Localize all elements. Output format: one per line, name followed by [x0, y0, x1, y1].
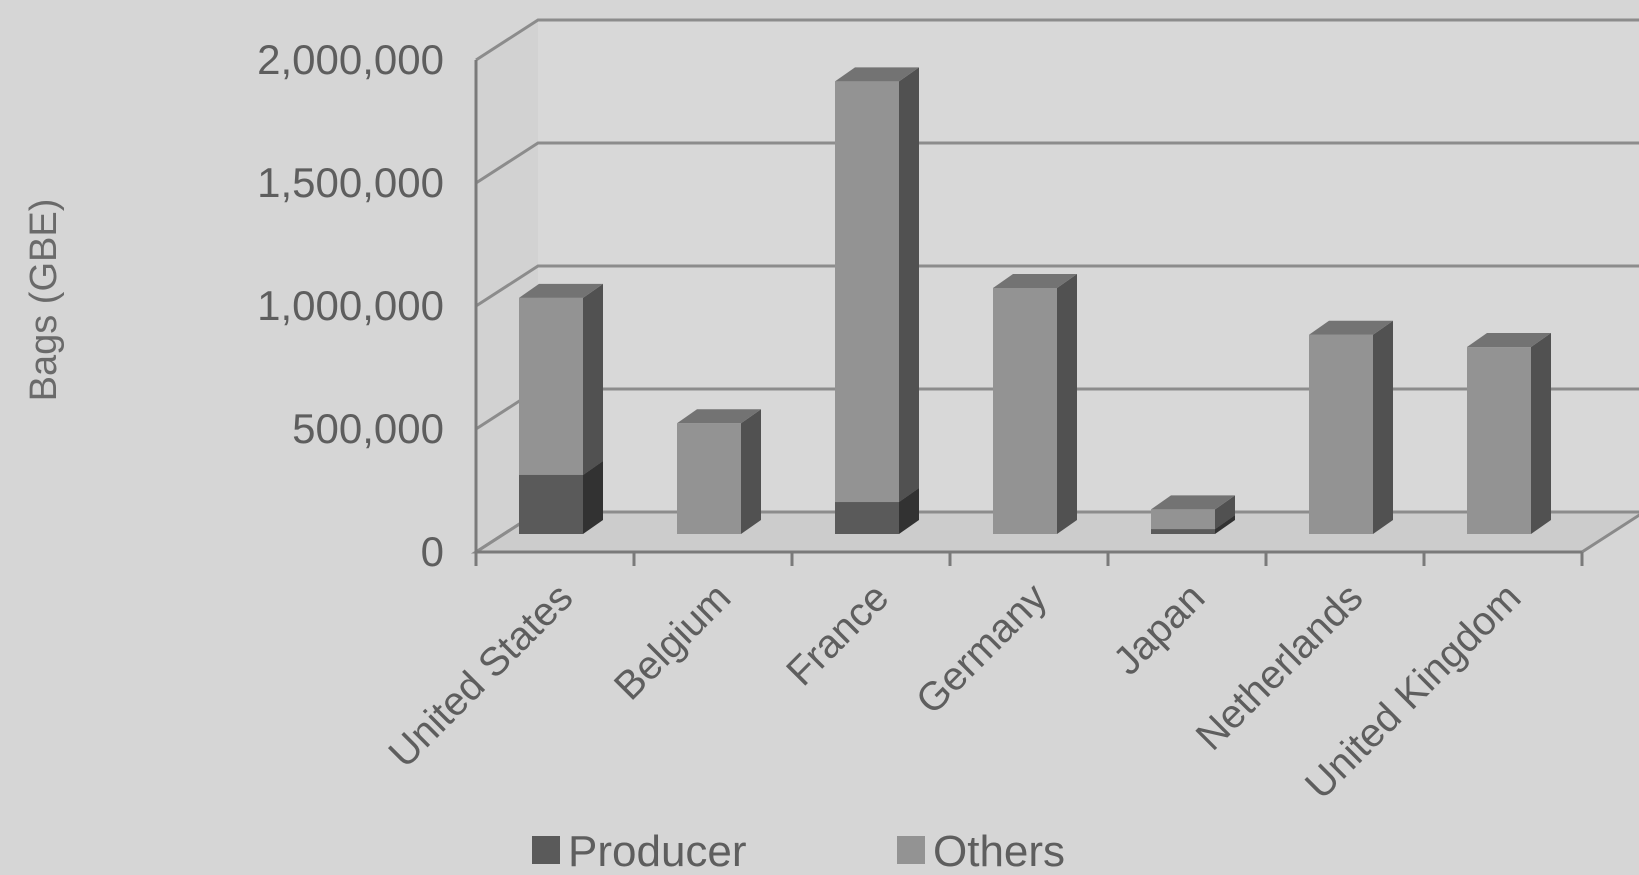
- bar-others-side: [583, 283, 603, 475]
- bar-others: [1151, 509, 1215, 530]
- bar-others: [1309, 334, 1373, 534]
- y-tick-labels: 0 500,000 1,000,000 1,500,000 2,000,000: [257, 36, 444, 575]
- gridline: [475, 18, 1639, 62]
- bar-others-side: [1215, 495, 1235, 530]
- legend-swatch-producer: [532, 836, 560, 864]
- legend-label-others: Others: [933, 827, 1065, 875]
- bar-others: [835, 81, 899, 503]
- bar-others-side: [741, 409, 761, 534]
- bar-others-top: [993, 274, 1077, 288]
- x-tick-labels: United States Belgium France Germany JapanNe…: [380, 575, 1529, 807]
- bar-producer-side: [583, 460, 603, 534]
- bar-others-side: [1531, 333, 1551, 534]
- bar-producer: [1151, 529, 1215, 534]
- bar-others: [677, 423, 741, 534]
- legend-swatch-others: [897, 836, 925, 864]
- bar-others-top: [835, 67, 919, 82]
- bar-others-side: [899, 67, 919, 503]
- x-tick-label: United States: [380, 575, 581, 776]
- bar-producer: [519, 474, 583, 534]
- x-tick-label: France: [778, 575, 897, 694]
- y-tick-label: 1,500,000: [257, 159, 444, 206]
- y-tick-label: 500,000: [292, 405, 444, 452]
- bar-others-top: [677, 409, 761, 424]
- bar-producer-side: [899, 488, 919, 534]
- gridline: [475, 264, 1639, 308]
- x-tick-label: Belgium: [606, 575, 739, 708]
- legend-label-producer: Producer: [568, 827, 747, 875]
- y-tick-label: 2,000,000: [257, 36, 444, 83]
- bar-others: [993, 288, 1057, 534]
- x-tick-label: Germany: [908, 575, 1055, 722]
- y-axis-label: Bags (GBE): [23, 199, 65, 402]
- bar-producer: [835, 502, 899, 534]
- bar-others: [1467, 347, 1531, 534]
- bars: [519, 67, 1551, 534]
- axes: [474, 60, 1584, 566]
- gridline: [475, 141, 1639, 185]
- x-tick-label: Japan: [1105, 575, 1213, 683]
- y-tick-label: 0: [421, 528, 444, 575]
- bar-others-top: [1467, 333, 1551, 348]
- bar-others: [519, 297, 583, 475]
- bar-others-side: [1373, 320, 1393, 534]
- bar-others-side: [1057, 274, 1077, 534]
- legend: Producer Others: [532, 827, 1065, 875]
- bar-others-top: [519, 283, 603, 298]
- bar-producer-side: [1215, 515, 1235, 534]
- bar-others-top: [1151, 495, 1235, 510]
- bar-others-top: [1309, 320, 1393, 335]
- y-tick-label: 1,000,000: [257, 282, 444, 329]
